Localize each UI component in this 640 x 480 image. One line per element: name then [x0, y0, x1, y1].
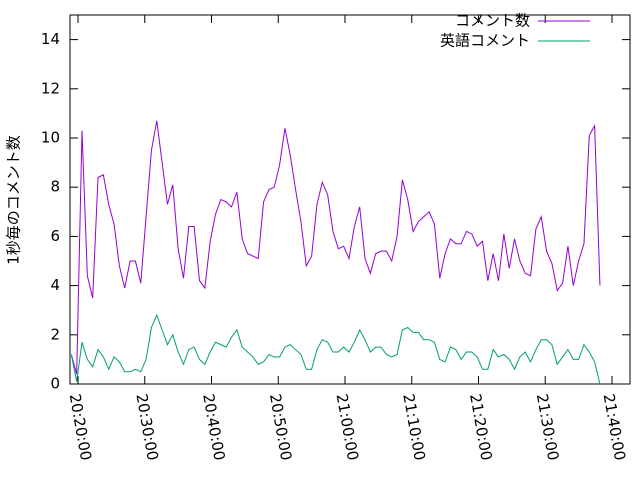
x-tick-label: 21:30:00 — [533, 392, 562, 461]
y-tick-label: 14 — [41, 30, 60, 48]
plot-border — [69, 14, 631, 385]
legend-label: 英語コメント — [440, 32, 530, 50]
y-axis-label: 1秒毎のコメント数 — [5, 135, 23, 265]
x-tick-label: 20:40:00 — [199, 392, 228, 461]
series-line — [70, 313, 601, 385]
y-tick-label: 12 — [41, 79, 60, 97]
x-tick-label: 20:20:00 — [66, 392, 95, 461]
x-tick-label: 21:20:00 — [466, 392, 495, 461]
x-tick-label: 21:10:00 — [399, 392, 428, 461]
x-tick-label: 21:40:00 — [600, 392, 629, 461]
y-tick-label: 6 — [50, 227, 60, 245]
y-tick-label: 0 — [50, 375, 60, 393]
y-tick-label: 8 — [50, 178, 60, 196]
legend-label: コメント数 — [455, 12, 530, 30]
y-tick-label: 2 — [50, 325, 60, 343]
series-line — [70, 120, 601, 375]
x-tick-label: 20:30:00 — [132, 392, 161, 461]
x-tick-label: 21:00:00 — [333, 392, 362, 461]
x-tick-label: 20:50:00 — [266, 392, 295, 461]
y-tick-label: 10 — [41, 129, 60, 147]
y-tick-label: 4 — [50, 276, 60, 294]
